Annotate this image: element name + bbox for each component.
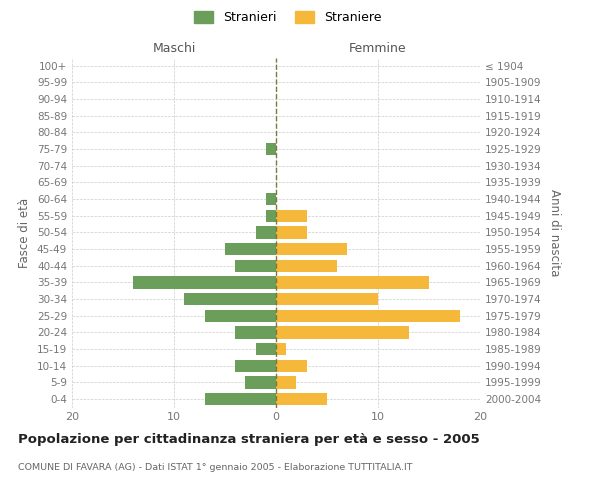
Text: Maschi: Maschi (152, 42, 196, 55)
Text: Femmine: Femmine (349, 42, 407, 55)
Bar (225, 243, 276, 256)
Bar (276, 310, 460, 322)
Bar (276, 226, 307, 239)
Bar (184, 293, 276, 306)
Bar (276, 360, 307, 372)
Bar (266, 143, 276, 156)
Bar (276, 326, 409, 338)
Bar (276, 210, 307, 222)
Bar (276, 343, 286, 355)
Y-axis label: Anni di nascita: Anni di nascita (548, 189, 561, 276)
Bar (266, 193, 276, 205)
Bar (276, 260, 337, 272)
Bar (235, 260, 276, 272)
Y-axis label: Fasce di età: Fasce di età (19, 198, 31, 268)
Bar (276, 393, 327, 406)
Bar (205, 393, 276, 406)
Bar (256, 226, 276, 239)
Bar (205, 310, 276, 322)
Bar (266, 210, 276, 222)
Bar (235, 360, 276, 372)
Bar (276, 243, 347, 256)
Legend: Stranieri, Straniere: Stranieri, Straniere (190, 6, 386, 29)
Bar (133, 276, 276, 288)
Bar (235, 326, 276, 338)
Bar (256, 343, 276, 355)
Text: Popolazione per cittadinanza straniera per età e sesso - 2005: Popolazione per cittadinanza straniera p… (18, 432, 480, 446)
Bar (276, 293, 378, 306)
Bar (245, 376, 276, 388)
Text: COMUNE DI FAVARA (AG) - Dati ISTAT 1° gennaio 2005 - Elaborazione TUTTITALIA.IT: COMUNE DI FAVARA (AG) - Dati ISTAT 1° ge… (18, 462, 413, 471)
Bar (276, 276, 429, 288)
Bar (276, 376, 296, 388)
